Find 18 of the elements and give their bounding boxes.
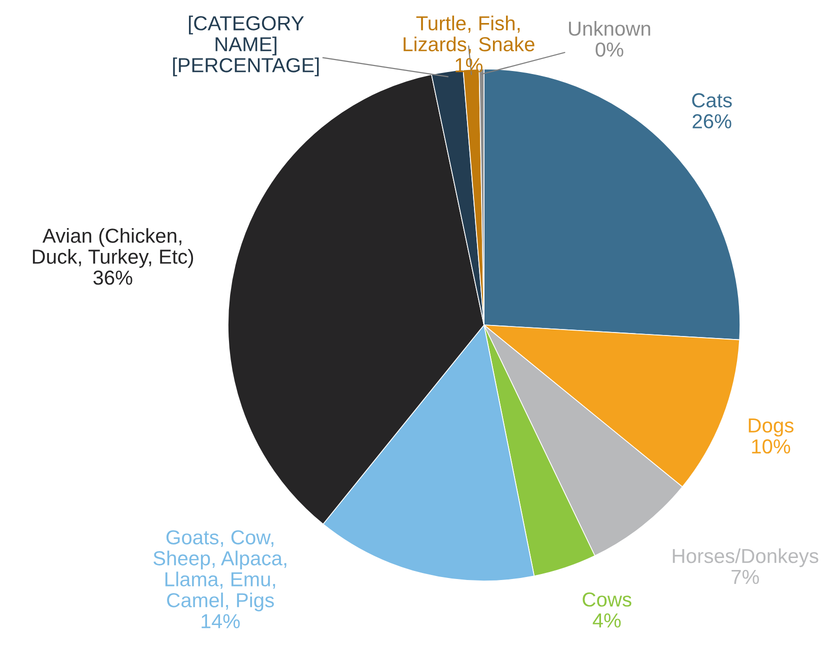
data-label: 26% [692, 114, 732, 128]
data-label: 10% [752, 439, 790, 454]
slice-label: Horses/Donkeys [672, 548, 818, 568]
slice-label: Cows [582, 592, 632, 607]
slice-label: [CATEGORY NAME] [188, 16, 304, 56]
slice-label: Turtle, Fish, Lizards, Snake [404, 16, 534, 54]
data-label: [PERCENTAGE] [173, 58, 319, 76]
data-label: 0% [596, 42, 624, 57]
data-label: 4% [592, 613, 621, 628]
data-label: 7% [732, 570, 759, 584]
data-label: 36% [93, 270, 132, 285]
data-label: 14% [202, 614, 240, 628]
data-label: 1% [456, 58, 482, 72]
slice-label: Unknown [569, 20, 650, 36]
slice-label: Cats [692, 93, 732, 108]
slice-label: Goats, Cow, Sheep, Alpaca, Llama, Emu, Camel, Pigs [153, 530, 286, 612]
slice-label: Avian (Chicken, Duck, Turkey, Etc) [32, 228, 194, 268]
slice-label: Dogs [748, 418, 794, 437]
